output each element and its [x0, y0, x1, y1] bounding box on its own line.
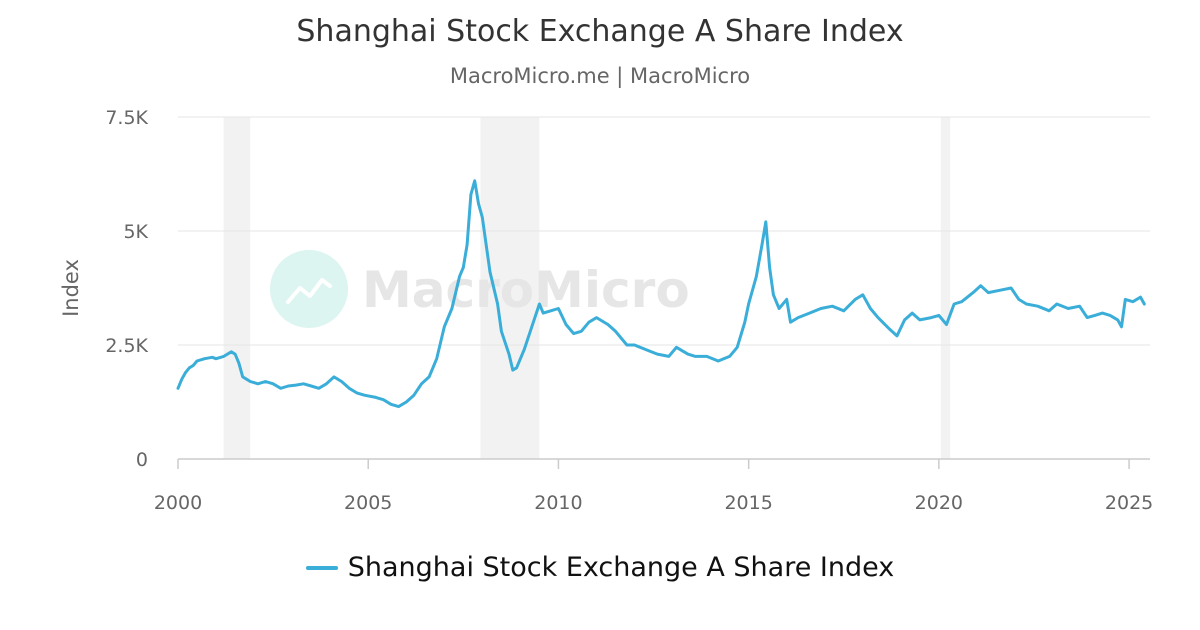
- x-tick-label: 2010: [534, 492, 582, 514]
- x-tick-label: 2005: [344, 492, 392, 514]
- x-tick-label: 2000: [154, 492, 202, 514]
- watermark-text: MacroMicro: [362, 261, 690, 319]
- y-axis-title: Index: [59, 259, 83, 317]
- legend[interactable]: Shanghai Stock Exchange A Share Index: [0, 552, 1200, 583]
- y-tick-label: 2.5K: [105, 335, 148, 357]
- recession-band: [940, 117, 951, 459]
- legend-label[interactable]: Shanghai Stock Exchange A Share Index: [347, 552, 895, 583]
- recession-band: [480, 117, 540, 459]
- y-tick-label: 5K: [123, 221, 148, 243]
- x-tick-label: 2020: [915, 492, 963, 514]
- chart-subtitle: MacroMicro.me | MacroMicro: [449, 64, 751, 88]
- watermark-chart-icon: [286, 278, 332, 304]
- chart-title: Shanghai Stock Exchange A Share Index: [296, 14, 904, 49]
- watermark: MacroMicro: [270, 250, 690, 328]
- y-tick-label: 7.5K: [105, 107, 148, 129]
- series-line: [176, 179, 1146, 409]
- grid-lines: [178, 116, 1150, 346]
- axes: 0 2.5K 5K 7.5K 2000 2005 2010 2015 2020 2025 Index: [59, 107, 1153, 514]
- recession-bands: [223, 117, 951, 459]
- x-tick-label: 2025: [1105, 492, 1153, 514]
- series-layer: [176, 179, 1146, 409]
- x-tick-label: 2015: [724, 492, 772, 514]
- recession-band: [223, 117, 251, 459]
- watermark-logo-icon: [270, 250, 348, 328]
- legend-swatch: [305, 565, 338, 570]
- y-tick-label: 0: [136, 449, 148, 471]
